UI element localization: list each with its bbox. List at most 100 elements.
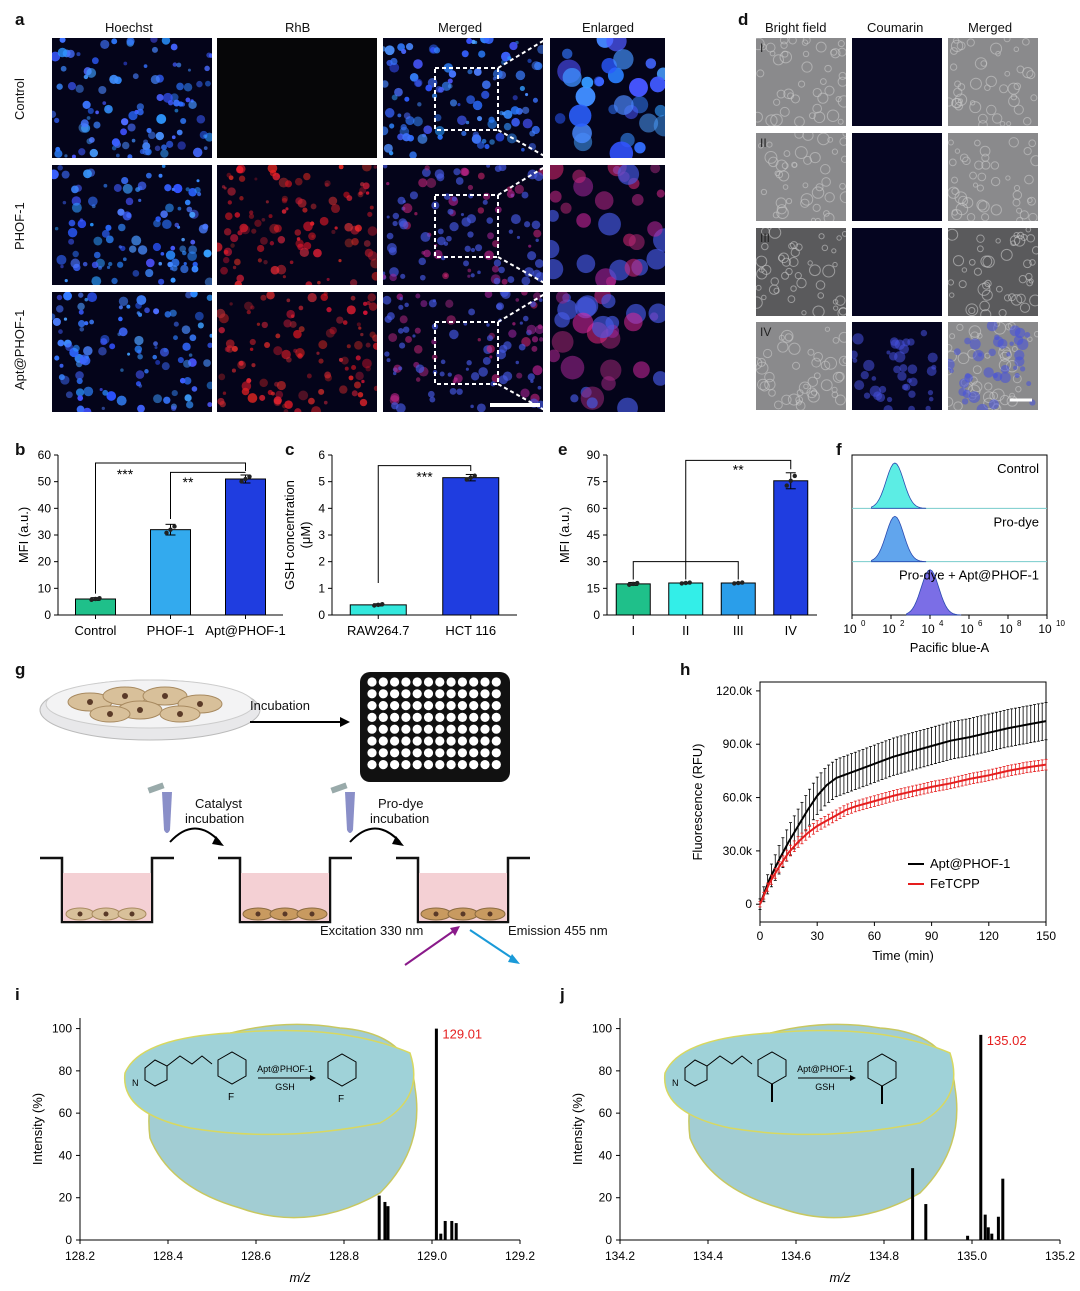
xtick-label: 134.2 [605,1249,635,1263]
data-point [736,580,741,586]
plate-well [367,736,377,746]
sig-bracket [95,462,246,594]
chart-j: 134.2 134.4 134.6 134.8 135.0 135.2 0 20 40 60 80 1… [570,1018,1075,1285]
micrograph-d-3-1 [852,322,942,410]
plate-well [435,736,445,746]
plate-well [378,701,388,711]
xtick-label: 10 [843,622,857,636]
ytick-label: 2 [318,555,325,569]
data-point [683,580,688,586]
plate-well [412,689,422,699]
reagent-label: GSH [815,1082,835,1092]
col-rhb: RhB [285,20,311,35]
xtick-label: PHOF-1 [147,623,195,638]
plate-well [423,724,434,734]
ytick-label: 90.0k [723,737,753,751]
micrograph-d-2-0: III [756,228,846,316]
bar-Apt@PHOF-1 [225,478,266,616]
data-point [627,582,632,587]
plate-well [378,689,388,699]
micrograph-a-0-2 [383,38,543,158]
plate-well [401,701,411,711]
panel-label-d: d [738,10,749,29]
panel-label-h: h [680,660,691,679]
plate-well [469,760,479,770]
plate-well [401,689,411,699]
plate-well [435,724,445,734]
data-point [164,530,169,536]
legend-label: Apt@PHOF-1 [930,856,1010,871]
xtick-label: 150 [1036,929,1056,943]
plate-well [378,760,388,770]
ytick-label: 80 [599,1064,613,1078]
g-emission: Emission 455 nm [508,923,608,938]
plate-well [412,712,422,722]
ytick-label: 1 [318,581,325,595]
plate-well [457,689,467,699]
ytick-label: 30.0k [723,844,753,858]
plate-well [412,724,422,734]
data-point [732,581,737,586]
ylabel-unit: (μM) [298,522,313,549]
xtick-label: 10 [999,622,1013,636]
data-point [788,478,793,483]
plate-well [457,712,467,722]
ytick-label: 0 [745,897,752,911]
xtick-label: 10 [1038,622,1052,636]
series-label: Control [997,461,1039,476]
panel-a-zoom-lines [434,37,549,413]
ytick-label: 6 [318,448,325,462]
micrograph-d-3-2 [948,322,1038,410]
sig-label: *** [117,466,134,482]
data-point [679,581,684,586]
xtick-label: 10 [921,622,935,636]
ytick-label: 0 [65,1233,72,1247]
sig-label: ** [183,474,194,490]
d-row-label: IV [760,325,771,339]
ytick-label: 60.0k [723,791,753,805]
panel-label-a: a [15,10,25,29]
plate-well [412,701,422,711]
plate-well [480,677,490,687]
ytick-label: 20 [599,1191,613,1205]
xtick-label: 135.0 [957,1249,987,1263]
plate-well [435,712,445,722]
plate-well [390,748,400,758]
ytick-label: 100 [52,1022,72,1036]
data-point [172,524,177,529]
ylabel: Intensity (%) [30,1093,45,1165]
plate-well [469,701,479,711]
series-Apt@PHOF-1 [759,720,1047,905]
emission-arrow [469,929,516,961]
bar-PHOF-1 [150,529,191,616]
plate-well [469,736,479,746]
plate-well [446,677,456,687]
data-point [687,580,692,585]
plate-well [446,748,456,758]
micrograph-d-0-1 [852,38,942,126]
pyrimidine-ring [217,1051,247,1085]
data-point [472,473,477,478]
xtick-label: 10 [960,622,974,636]
micrograph-d-1-0: II [756,133,846,221]
excitation-arrow [404,929,456,966]
plate-well [401,748,411,758]
xtick-exponent: 10 [1056,619,1065,628]
sig-bracket [377,465,472,583]
xtick-label: RAW264.7 [347,623,409,638]
histogram-Pro-dye [871,515,927,563]
micrograph-d-1-1 [852,133,942,221]
plate-well [390,677,400,687]
chart-f: Control Pro-dye Pro-dye + Apt@PHOF-1 10 0 10 2… [843,454,1065,655]
fluorine-label: F [338,1094,344,1105]
ylabel: Intensity (%) [570,1093,585,1165]
plate-well [401,677,411,687]
panel-label-f: f [836,440,842,459]
linker [706,1055,753,1067]
micrograph-a-1-2 [383,165,543,285]
panel-label-b: b [15,440,26,459]
data-point [380,602,385,607]
xtick-label: III [733,623,744,638]
